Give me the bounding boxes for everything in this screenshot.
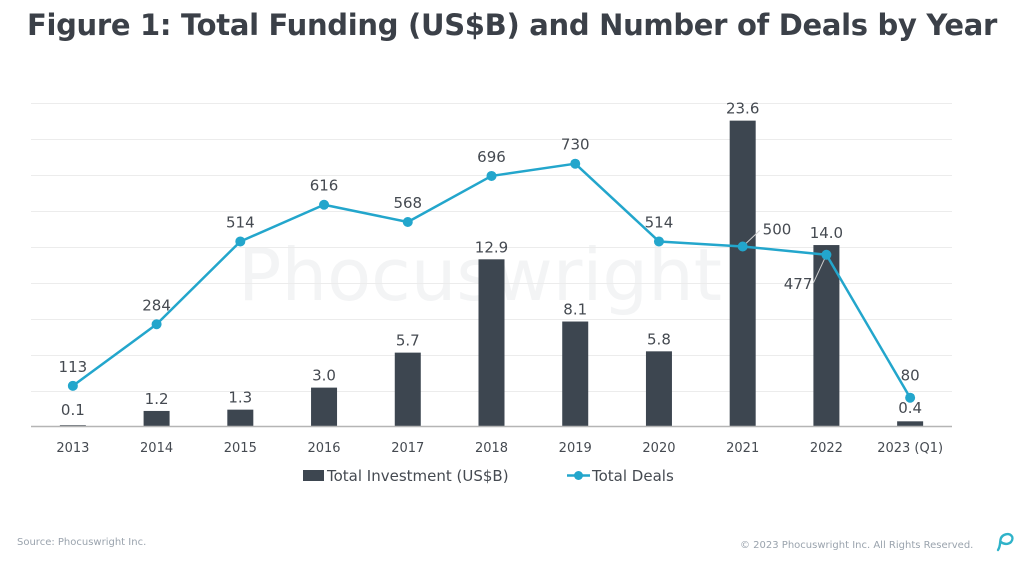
deals-value-label: 80 — [901, 367, 920, 385]
chart-title: Figure 1: Total Funding (US$B) and Numbe… — [26, 8, 998, 42]
deals-value-label: 284 — [142, 296, 171, 314]
leader-line — [812, 254, 827, 283]
bar-value-label: 23.6 — [726, 100, 759, 118]
legend-label-deals: Total Deals — [591, 467, 674, 485]
deals-marker — [653, 236, 664, 247]
source-note: Source: Phocuswright Inc. — [17, 537, 147, 548]
legend-swatch-investment — [303, 470, 324, 481]
bar — [645, 351, 672, 427]
legend-marker-deals — [574, 471, 583, 480]
x-tick-label: 2023 (Q1) — [877, 441, 943, 456]
bar-value-label: 8.1 — [563, 301, 587, 319]
deals-value-label: 113 — [59, 358, 88, 376]
deals-value-label: 514 — [645, 213, 674, 231]
deals-value-label: 514 — [226, 213, 255, 231]
bar — [394, 352, 421, 427]
x-tick-label: 2017 — [391, 441, 424, 456]
legend-label-investment: Total Investment (US$B) — [326, 467, 509, 485]
deals-marker — [737, 241, 748, 252]
line-series — [67, 158, 916, 403]
deals-marker — [821, 249, 832, 260]
bar-value-label: 0.1 — [61, 401, 85, 419]
deals-marker — [486, 170, 497, 181]
deals-value-label: 568 — [393, 194, 422, 212]
x-tick-label: 2022 — [810, 441, 843, 456]
x-axis-tick-labels: 2013 2014 2015 2016 2017 2018 2019 2020 2021 2022… — [56, 441, 943, 456]
x-tick-label: 2020 — [642, 441, 675, 456]
bar-series — [59, 120, 924, 427]
deals-value-label: 730 — [561, 136, 590, 154]
x-tick-label: 2016 — [307, 441, 340, 456]
bar — [143, 410, 170, 427]
x-tick-label: 2018 — [475, 441, 508, 456]
deals-marker — [402, 217, 413, 228]
x-tick-label: 2015 — [224, 441, 257, 456]
deals-marker — [905, 392, 916, 403]
bar — [311, 387, 338, 427]
deals-value-label: 696 — [477, 148, 506, 166]
bar — [227, 409, 254, 427]
phocuswright-logo-icon — [996, 532, 1014, 552]
copyright-note: © 2023 Phocuswright Inc. All Rights Rese… — [740, 540, 974, 551]
x-tick-label: 2021 — [726, 441, 759, 456]
bar-value-label: 3.0 — [312, 367, 336, 385]
deals-marker — [151, 319, 162, 330]
bar — [813, 245, 840, 427]
bar — [478, 259, 505, 427]
bar-value-label: 5.7 — [396, 332, 420, 350]
bar-value-label: 0.4 — [898, 399, 922, 417]
deals-value-label: 500 — [763, 221, 792, 239]
deals-value-label: 477 — [784, 275, 813, 293]
bar-value-label: 5.8 — [647, 330, 671, 348]
x-tick-label: 2014 — [140, 441, 173, 456]
deals-value-label: 616 — [310, 177, 339, 195]
deals-marker — [235, 236, 246, 247]
bar — [897, 421, 924, 427]
deals-marker — [67, 380, 78, 391]
bar-value-label: 1.3 — [228, 389, 252, 407]
bar-value-label: 12.9 — [475, 238, 508, 256]
bar-value-label: 1.2 — [145, 390, 169, 408]
data-labels: 0.1 1.2 1.3 3.0 5.7 12.9 8.1 5.8 23.6 14.0 0.4 113 2… — [59, 100, 923, 419]
legend: Total Investment (US$B) Total Deals — [303, 467, 674, 485]
bar — [729, 120, 756, 427]
deals-marker — [570, 158, 581, 169]
x-tick-label: 2019 — [559, 441, 592, 456]
x-tick-label: 2013 — [56, 441, 89, 456]
bar — [562, 321, 589, 427]
bar-value-label: 14.0 — [810, 224, 843, 242]
deals-marker — [319, 199, 330, 210]
